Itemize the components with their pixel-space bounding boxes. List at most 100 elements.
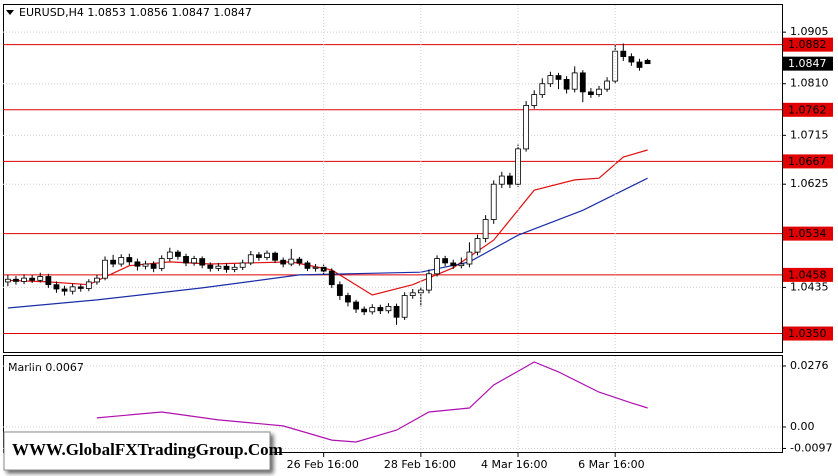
candle-body [587, 91, 594, 96]
candle-body [539, 83, 546, 96]
candle-body [515, 148, 521, 185]
candle-body [531, 94, 538, 106]
candle-body [110, 259, 117, 265]
candle-body [223, 265, 230, 270]
candle-body [13, 278, 19, 282]
candle-body [312, 266, 319, 269]
candle-body [474, 238, 481, 253]
candle-body [199, 258, 206, 266]
candle-body [29, 277, 36, 281]
y-tick-label: 1.0435 [790, 280, 829, 293]
main-pane [3, 4, 783, 353]
candle-body [393, 305, 400, 318]
plot: 1.0905 1.0810 1.0715 1.0625 1.0435 1.0882 1.07… [3, 5, 833, 471]
candle-body [426, 273, 432, 291]
candle-body [175, 251, 181, 257]
x-tick-label: 28 Feb 16:00 [384, 458, 456, 471]
candle-body [126, 257, 133, 263]
candle-body [231, 266, 238, 270]
level-label-box [783, 102, 833, 117]
level-label: 1.0534 [788, 227, 827, 240]
level-label-box [783, 226, 833, 241]
candle-body [345, 295, 351, 303]
candle-body [612, 50, 619, 82]
candle-body [409, 292, 416, 296]
level-label-box [783, 326, 833, 341]
candle-body [239, 262, 246, 268]
candle-body [636, 61, 643, 68]
candle-body [458, 263, 465, 267]
candle-body [579, 72, 586, 93]
candle-body [507, 175, 513, 185]
last-price-label: 1.0847 [788, 57, 827, 70]
candle-body [450, 262, 457, 267]
candle-body [336, 284, 343, 296]
candle-body [304, 262, 311, 269]
y-tick-label: -0.0097 [790, 441, 832, 454]
indicator-pane [3, 355, 783, 453]
candle-body [37, 276, 44, 281]
candle-body [644, 59, 651, 65]
candle-body [604, 80, 610, 90]
candle-body [377, 307, 384, 312]
x-tick-label: 6 Mar 16:00 [578, 458, 644, 471]
candle-body [134, 261, 141, 267]
candle-body [247, 254, 254, 264]
candle-body [466, 251, 473, 265]
candle-body [434, 258, 440, 275]
y-tick-label: 0.00 [790, 420, 815, 433]
watermark: WWW.GlobalFXTradingGroup.Com [12, 440, 283, 459]
candle-body [102, 259, 108, 279]
watermark-box [3, 431, 271, 471]
candle-body [4, 278, 11, 283]
candle-body [401, 295, 408, 318]
candle-body [61, 288, 68, 292]
level-label-box [783, 154, 833, 169]
y-tick-label: 1.0715 [790, 128, 829, 141]
candle-body [94, 277, 100, 283]
candle-body [118, 257, 125, 265]
candle-body [280, 259, 287, 265]
line [7, 149, 648, 296]
level-label: 1.0350 [788, 327, 827, 340]
candle-body [183, 256, 189, 264]
candle-body [158, 258, 165, 269]
collapse-icon [6, 10, 14, 15]
y-tick-label: 1.0905 [790, 25, 829, 38]
x-tick-label: 4 Mar 16:00 [481, 458, 547, 471]
y-tick-label: 1.0810 [790, 77, 829, 90]
candle-body [77, 286, 84, 289]
x-tick-label: 26 Feb 16:00 [287, 458, 359, 471]
candle-body [523, 105, 530, 150]
candle-body [296, 258, 303, 264]
candle-body [498, 175, 505, 185]
candle-body [85, 281, 92, 289]
last-price-box [783, 56, 833, 71]
candle-body [361, 308, 368, 313]
candle-body [571, 72, 578, 90]
candle-body [215, 265, 222, 269]
candle-body [264, 252, 270, 258]
level-label: 1.0762 [788, 103, 827, 116]
candle-body [166, 251, 173, 259]
candle-body [385, 305, 392, 312]
candle-body [596, 88, 602, 96]
y-tick-label: 1.0625 [790, 177, 829, 190]
level-label-box [783, 267, 833, 282]
candle-body [45, 276, 52, 286]
candle-body [255, 254, 262, 258]
indicator-title: Marlin 0.0067 [8, 361, 84, 374]
level-label: 1.0458 [788, 268, 827, 281]
candle-body [442, 258, 449, 264]
level-label: 1.0882 [788, 38, 827, 51]
candle-body [69, 286, 76, 292]
candle-body [563, 78, 570, 90]
candle-body [620, 50, 627, 57]
candle-body [272, 252, 278, 261]
candle-body [547, 75, 554, 85]
candle-body [369, 307, 376, 313]
candle-body [191, 258, 198, 264]
candle-body [482, 219, 489, 239]
